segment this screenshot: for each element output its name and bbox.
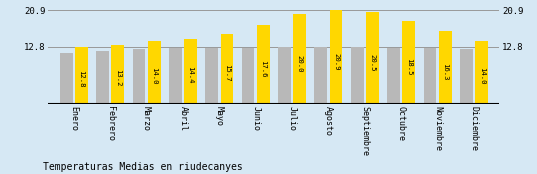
Text: 16.3: 16.3 (442, 63, 448, 80)
Bar (96, 51, 109, 104)
Text: 14.0: 14.0 (151, 67, 157, 85)
Bar (148, 41, 161, 104)
Bar (475, 41, 488, 104)
Bar (366, 12, 379, 104)
Text: Temperaturas Medias en riudecanyes: Temperaturas Medias en riudecanyes (43, 162, 243, 172)
Text: 18.5: 18.5 (406, 58, 412, 76)
Bar (278, 47, 291, 104)
Bar (205, 48, 218, 104)
Bar (293, 14, 306, 104)
Bar (330, 10, 343, 104)
Bar (184, 39, 197, 104)
Bar (351, 47, 364, 104)
Text: 15.7: 15.7 (224, 64, 230, 81)
Text: 20.0: 20.0 (297, 55, 303, 73)
Bar (133, 49, 146, 104)
Bar (402, 21, 415, 104)
Bar (460, 49, 473, 104)
Bar (60, 53, 72, 104)
Bar (315, 47, 327, 104)
Text: 17.6: 17.6 (260, 60, 266, 77)
Text: 13.2: 13.2 (115, 69, 121, 86)
Bar (424, 48, 436, 104)
Bar (439, 31, 452, 104)
Bar (257, 25, 270, 104)
Bar (75, 47, 88, 104)
Text: 20.9: 20.9 (333, 53, 339, 71)
Text: 14.0: 14.0 (478, 67, 484, 85)
Bar (112, 45, 124, 104)
Bar (221, 34, 233, 104)
Text: 20.5: 20.5 (369, 54, 375, 72)
Bar (169, 49, 182, 104)
Text: 14.4: 14.4 (187, 66, 193, 84)
Text: 12.8: 12.8 (78, 70, 84, 87)
Bar (242, 48, 255, 104)
Bar (387, 48, 400, 104)
